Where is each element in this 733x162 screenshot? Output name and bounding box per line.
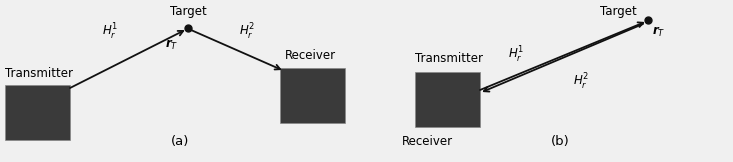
Text: Transmitter: Transmitter [415,52,483,65]
Text: Target: Target [169,5,207,18]
Bar [415,72,480,127]
Text: (a): (a) [171,135,189,148]
Bar [280,68,345,123]
Text: $H_r^1$: $H_r^1$ [102,22,118,42]
Text: $H_r^1$: $H_r^1$ [508,45,524,65]
Text: $H_r^2$: $H_r^2$ [573,72,589,92]
Text: Receiver: Receiver [285,49,336,62]
Bar [5,85,70,140]
Text: $\mathbfit{r}_T$: $\mathbfit{r}_T$ [165,38,179,52]
Text: $\mathbfit{r}_T$: $\mathbfit{r}_T$ [652,25,666,39]
Text: Target: Target [600,5,636,18]
Text: Receiver: Receiver [402,135,452,148]
Text: $H_r^2$: $H_r^2$ [239,22,255,42]
Text: (b): (b) [550,135,570,148]
Text: Transmitter: Transmitter [5,67,73,80]
